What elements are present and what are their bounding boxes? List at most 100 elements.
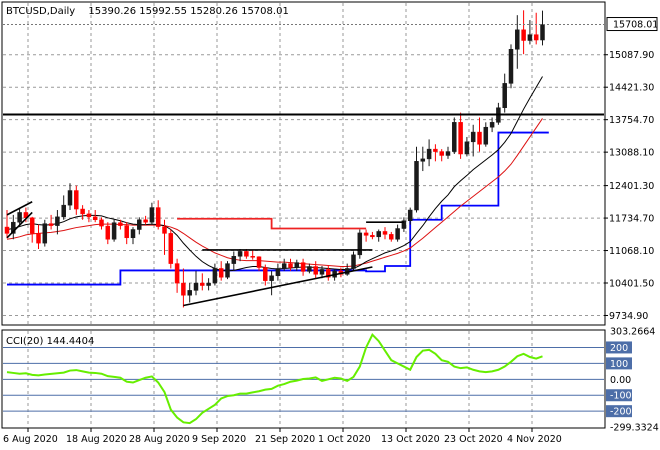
time-tick-label: 1 Oct 2020: [318, 434, 371, 445]
candle-body: [439, 151, 444, 156]
candle-up: [206, 278, 211, 291]
candle-body: [389, 234, 394, 240]
candle-up: [212, 263, 218, 286]
candle-down: [200, 273, 205, 291]
candle-up: [351, 251, 356, 271]
candle-down: [458, 112, 463, 159]
candle-body: [4, 226, 10, 234]
candle-down: [118, 219, 123, 230]
candle-up: [483, 122, 489, 147]
candle-down: [36, 224, 41, 249]
candle-body: [105, 225, 111, 240]
candle-body: [200, 282, 205, 286]
candle-up: [470, 124, 476, 157]
candle-down: [92, 210, 98, 223]
candle-body: [162, 226, 167, 234]
current-price-badge: 15708.01: [606, 17, 658, 32]
candle-down: [363, 229, 369, 242]
candle-body: [275, 268, 281, 277]
candle-body: [269, 275, 274, 281]
candle-down: [168, 229, 174, 269]
cci-tick-label: 0.00: [610, 375, 631, 386]
candle-body: [212, 268, 218, 284]
candle-up: [401, 217, 407, 232]
time-tick-label: 23 Oct 2020: [444, 434, 503, 445]
chart-header: BTCUSD,Daily 15390.26 15992.55 15280.26 …: [6, 6, 289, 17]
cci-tick-label: -299.3324: [610, 423, 659, 434]
candle-body: [395, 228, 400, 240]
candle-body: [225, 263, 230, 278]
candle-down: [382, 227, 388, 240]
candle-body: [187, 290, 192, 296]
candle-body: [313, 266, 318, 275]
candle-body: [470, 131, 476, 143]
candle-body: [55, 216, 60, 226]
candle-up: [445, 146, 451, 159]
candle-up: [376, 229, 381, 242]
candle-up: [137, 217, 142, 235]
time-axis: 6 Aug 2020 18 Aug 2020 28 Aug 2020 9 Sep 20…: [3, 428, 562, 445]
candle-up: [508, 44, 514, 89]
cci-tick-label: 200: [610, 343, 628, 354]
candle-up: [269, 270, 274, 296]
candle-up: [55, 210, 60, 235]
candle-body: [193, 282, 199, 291]
candle-body: [155, 207, 161, 227]
candle-down: [29, 216, 35, 243]
candle-body: [458, 122, 463, 155]
candle-body: [29, 217, 35, 234]
candle-body: [74, 190, 79, 210]
time-tick-label: 28 Aug 2020: [129, 434, 190, 445]
cci-line: [6, 333, 543, 425]
candle-up: [225, 261, 230, 280]
candle-down: [124, 222, 129, 245]
candle-up: [11, 214, 16, 240]
candle-down: [218, 261, 224, 281]
cci-level-badge: [606, 405, 632, 418]
trend-line: [183, 266, 373, 307]
candle-body: [433, 148, 438, 152]
candle-body: [502, 83, 507, 108]
candle-body: [250, 256, 255, 258]
current-price-value: 15708.01: [613, 20, 658, 31]
candle-body: [168, 233, 174, 264]
candle-body: [86, 213, 92, 218]
candle-body: [288, 263, 293, 268]
cci-tick-label: 100: [610, 359, 628, 370]
candle-body: [521, 29, 526, 41]
candle-body: [42, 223, 48, 244]
candle-body: [527, 34, 533, 41]
candle-down: [313, 261, 318, 279]
candle-body: [244, 251, 249, 257]
candle-up: [281, 258, 287, 271]
candle-up: [149, 202, 155, 224]
candle-up: [130, 227, 136, 245]
candle-body: [483, 126, 489, 145]
cci-tick-label: -200: [610, 407, 632, 418]
candle-down: [174, 258, 180, 293]
price-tick-label: 10401.50: [609, 279, 654, 290]
candle-body: [426, 148, 432, 160]
candle-up: [515, 15, 520, 69]
candle-body: [401, 220, 407, 229]
candle-body: [307, 266, 312, 272]
candle-up: [407, 207, 413, 225]
candle-body: [149, 207, 155, 223]
candle-down: [48, 214, 54, 230]
cci-level-badge: [606, 389, 632, 402]
main-panel-frame: [1, 1, 606, 326]
candle-body: [118, 222, 123, 226]
candle-up: [307, 263, 312, 274]
price-tick-label: 11734.70: [609, 214, 654, 225]
candle-body: [99, 219, 104, 227]
candle-body: [414, 161, 419, 211]
candle-down: [143, 215, 148, 225]
candle-body: [477, 131, 482, 145]
candle-up: [275, 263, 281, 281]
time-tick-label: 18 Aug 2020: [66, 434, 127, 445]
candle-down: [370, 231, 375, 240]
candle-up: [357, 229, 363, 259]
candle-body: [206, 282, 211, 286]
candle-down: [433, 144, 438, 162]
